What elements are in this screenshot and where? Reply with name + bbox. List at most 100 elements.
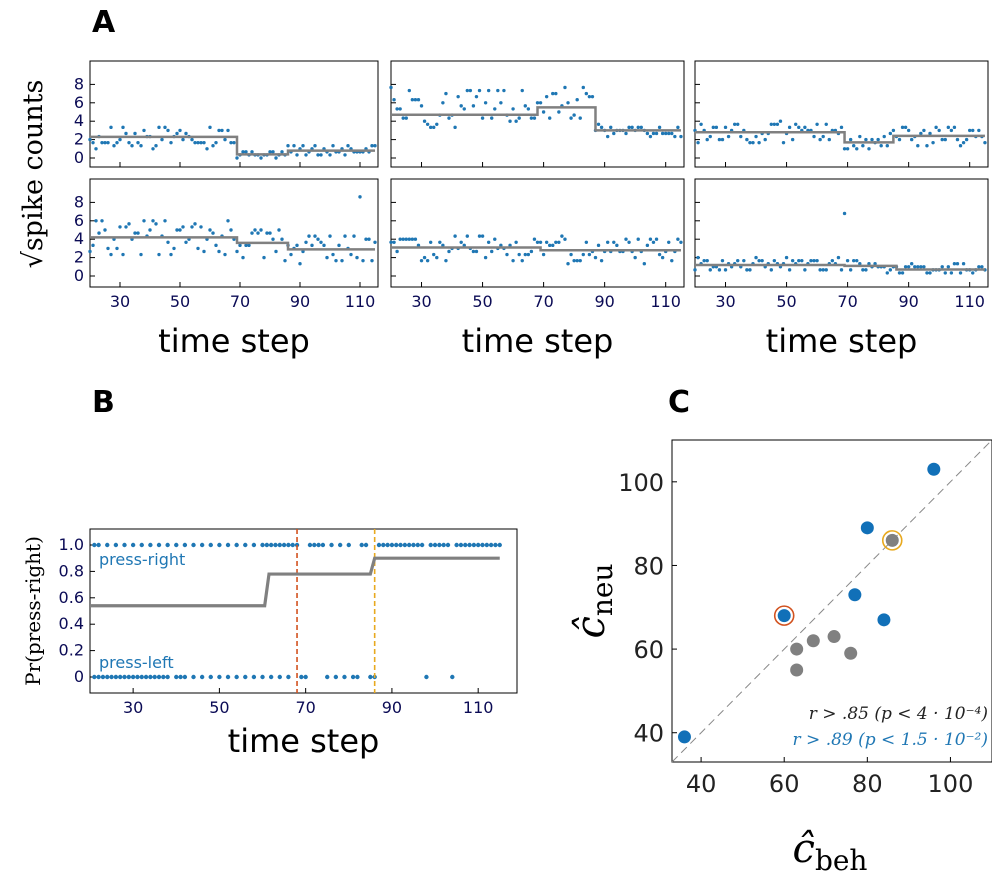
spike-point bbox=[590, 94, 595, 99]
spike-point bbox=[818, 137, 822, 142]
spike-point bbox=[581, 252, 585, 257]
spike-point bbox=[398, 237, 402, 241]
spike-point bbox=[827, 137, 831, 142]
spike-point bbox=[432, 125, 436, 130]
y-tick-label: 0.2 bbox=[59, 641, 84, 660]
spike-point bbox=[328, 234, 332, 238]
spike-point bbox=[465, 234, 470, 238]
plot-frame bbox=[671, 439, 992, 763]
press-right-point bbox=[411, 542, 416, 548]
spike-point bbox=[163, 125, 167, 130]
press-right-point bbox=[467, 542, 472, 548]
spike-point bbox=[91, 243, 95, 248]
x-tick-label: 70 bbox=[837, 292, 857, 311]
spike-point bbox=[373, 144, 377, 148]
press-left-point bbox=[424, 674, 429, 680]
spike-point bbox=[304, 240, 308, 244]
y-axis-label: √spike counts bbox=[18, 80, 49, 269]
spike-point bbox=[172, 246, 176, 251]
spike-point bbox=[389, 240, 393, 244]
spike-point bbox=[858, 134, 862, 139]
spike-point bbox=[208, 125, 212, 130]
spike-point bbox=[493, 237, 497, 241]
spike-point bbox=[166, 240, 170, 244]
spike-point bbox=[517, 116, 521, 120]
spike-point bbox=[256, 231, 260, 235]
spike-point bbox=[800, 258, 804, 263]
spike-point bbox=[812, 134, 816, 139]
press-left-point bbox=[135, 674, 140, 680]
spike-point bbox=[274, 249, 278, 254]
gray-point bbox=[806, 634, 820, 648]
spike-point bbox=[596, 243, 601, 248]
spike-point bbox=[250, 231, 254, 235]
press-left-point bbox=[234, 674, 239, 680]
spike-point bbox=[407, 88, 412, 93]
spike-point bbox=[106, 140, 110, 145]
x-tick-label: 100 bbox=[928, 770, 974, 798]
spike-point bbox=[809, 258, 813, 263]
press-right-point bbox=[398, 542, 403, 548]
spike-point bbox=[891, 128, 896, 133]
spike-point bbox=[486, 240, 491, 244]
spike-point bbox=[587, 94, 592, 99]
spike-point bbox=[566, 101, 570, 105]
spike-point bbox=[772, 122, 777, 126]
spike-point bbox=[190, 137, 194, 142]
press-left-point bbox=[178, 674, 183, 680]
spike-point bbox=[328, 153, 332, 157]
spike-point bbox=[769, 268, 774, 272]
spike-point bbox=[732, 122, 737, 126]
spike-point bbox=[121, 252, 125, 257]
y-tick-label: 0.4 bbox=[59, 614, 84, 633]
gray-point bbox=[885, 533, 899, 547]
spike-point bbox=[676, 125, 680, 130]
spike-point bbox=[435, 255, 439, 260]
spike-point bbox=[253, 228, 257, 232]
spike-point bbox=[325, 255, 329, 260]
spike-point bbox=[280, 237, 284, 241]
spike-point bbox=[148, 228, 152, 232]
press-right-point bbox=[199, 542, 205, 548]
y-tick-label: 2 bbox=[74, 248, 84, 267]
spike-point bbox=[184, 131, 188, 136]
press-right-point bbox=[174, 542, 179, 548]
spike-point bbox=[627, 125, 631, 130]
probability-line bbox=[90, 556, 500, 608]
spike-point bbox=[578, 116, 582, 120]
press-right-point bbox=[488, 542, 494, 548]
press-right-point bbox=[475, 542, 481, 548]
spike-point bbox=[971, 128, 975, 133]
y-tick-label: 40 bbox=[633, 720, 664, 748]
spike-point bbox=[505, 252, 509, 257]
x-tick-label: 50 bbox=[776, 292, 796, 311]
spike-point bbox=[900, 125, 905, 130]
spike-point bbox=[419, 104, 424, 108]
press-right-point bbox=[406, 542, 412, 548]
spike-point bbox=[605, 134, 610, 139]
spike-point bbox=[855, 147, 859, 151]
spike-point bbox=[100, 219, 104, 223]
press-left-point bbox=[217, 674, 222, 680]
panel-label-b: B bbox=[92, 385, 115, 420]
spike-point bbox=[754, 255, 758, 260]
spike-point bbox=[548, 243, 552, 248]
spike-point bbox=[199, 140, 203, 145]
x-tick-label: 50 bbox=[209, 698, 229, 717]
spike-point bbox=[751, 140, 755, 145]
spike-point bbox=[404, 116, 408, 120]
press-left-point bbox=[161, 674, 166, 680]
spike-point bbox=[259, 156, 263, 160]
gray-point bbox=[790, 642, 804, 656]
spike-point bbox=[739, 134, 743, 139]
press-left-point bbox=[139, 674, 144, 680]
press-right-point bbox=[415, 542, 420, 548]
subplot-frame bbox=[694, 60, 989, 168]
press-right-point bbox=[381, 542, 386, 548]
spike-point bbox=[977, 265, 981, 269]
spike-point bbox=[790, 258, 795, 263]
press-right-point bbox=[441, 542, 446, 548]
spike-point bbox=[459, 240, 463, 244]
spike-point bbox=[109, 125, 113, 130]
spike-point bbox=[931, 140, 935, 145]
